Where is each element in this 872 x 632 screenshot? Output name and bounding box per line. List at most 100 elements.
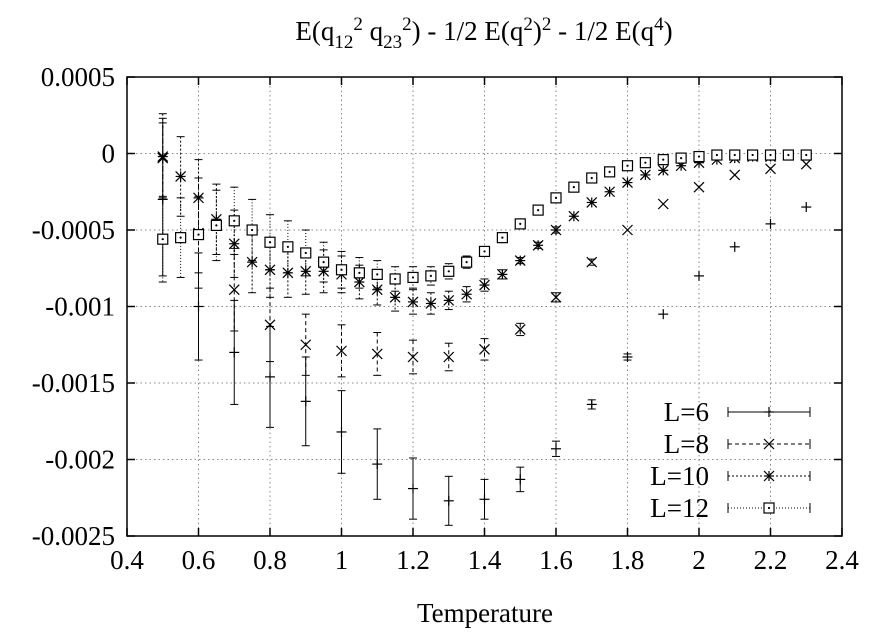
title-part-tail: - 1/2 E(q: [551, 16, 654, 46]
title-part-end: ): [664, 16, 673, 46]
point-marker: [604, 186, 616, 198]
point-marker: [590, 176, 593, 180]
point-marker: [318, 265, 330, 277]
point-marker: [657, 164, 669, 176]
point-marker: [233, 219, 236, 222]
point-marker: [304, 251, 307, 255]
title-sub-2: 23: [383, 32, 402, 53]
point-marker: [496, 268, 508, 280]
point-marker: [425, 298, 437, 309]
point-marker: [763, 470, 775, 482]
point-marker: [215, 224, 218, 227]
point-marker: [586, 256, 598, 268]
point-marker: [787, 153, 790, 157]
title-sup-5: 4: [654, 14, 664, 35]
point-marker: [622, 224, 633, 236]
point-marker: [228, 284, 240, 296]
point-marker: [376, 273, 379, 276]
x-axis-label: Temperature: [417, 598, 553, 628]
y-tick-label: 0: [102, 139, 116, 169]
point-marker: [693, 181, 705, 193]
point-marker: [479, 343, 490, 355]
point-marker: [336, 345, 347, 357]
point-marker: [429, 274, 432, 277]
point-marker: [465, 261, 468, 264]
point-marker: [197, 233, 200, 236]
point-marker: [532, 239, 544, 251]
point-marker: [264, 319, 276, 331]
point-marker: [483, 250, 486, 253]
x-tick-label: 1: [335, 545, 349, 575]
point-marker: [514, 255, 526, 267]
point-marker: [765, 163, 776, 175]
y-tick-label: -0.0015: [32, 368, 115, 398]
point-marker: [568, 210, 580, 222]
point-marker: [447, 270, 450, 273]
point-marker: [268, 241, 272, 244]
point-marker: [322, 261, 325, 264]
point-marker: [800, 158, 812, 170]
tick-layer: 0.4 0.6 0.8 1 1.2 1.4 1.6 1.8 2 2.2 2.4 0.0005 0 -0.0…: [32, 62, 860, 575]
y-tick-label: -0.002: [45, 445, 115, 475]
point-marker: [639, 169, 651, 181]
point-marker: [715, 153, 718, 157]
point-marker: [407, 351, 419, 363]
point-marker: [763, 438, 775, 450]
point-marker: [805, 153, 808, 157]
point-marker: [389, 291, 401, 303]
title-part-space: q: [363, 16, 384, 46]
point-marker: [662, 158, 665, 161]
x-tick-label: 2.2: [754, 545, 788, 575]
point-marker: [461, 288, 473, 300]
point-marker: [157, 151, 169, 162]
point-marker: [246, 256, 258, 268]
point-marker: [537, 209, 540, 212]
point-marker: [554, 196, 558, 199]
legend-label: L=6: [664, 397, 709, 427]
legend-label: L=8: [664, 429, 709, 459]
series-l12: [157, 149, 812, 292]
point-marker: [300, 265, 312, 277]
point-marker: [407, 296, 419, 308]
point-marker: [371, 284, 383, 296]
y-tick-label: -0.0005: [32, 215, 115, 245]
title-sub-1: 12: [334, 32, 353, 53]
point-marker: [572, 186, 575, 189]
point-marker: [729, 169, 741, 181]
series-l8: [157, 117, 812, 378]
point-marker: [519, 222, 522, 225]
point-marker: [644, 161, 647, 164]
legend-label: L=12: [650, 493, 709, 523]
x-tick-label: 2: [692, 545, 706, 575]
point-marker: [443, 294, 455, 306]
point-marker: [228, 238, 240, 250]
x-tick-label: 0.8: [253, 545, 287, 575]
grid-layer: [127, 77, 842, 536]
title-sup-3: 2: [523, 14, 533, 35]
point-marker: [175, 171, 187, 182]
y-tick-label: -0.0025: [32, 521, 115, 551]
point-marker: [501, 236, 504, 239]
point-marker: [394, 277, 397, 281]
point-marker: [608, 170, 611, 173]
x-tick-label: 0.4: [110, 545, 144, 575]
point-marker: [767, 506, 771, 510]
point-marker: [371, 348, 383, 360]
x-tick-label: 1.4: [468, 545, 502, 575]
point-marker: [626, 164, 629, 167]
point-marker: [411, 276, 415, 279]
series-l10: [157, 113, 812, 315]
point-marker: [443, 351, 455, 363]
point-marker: [340, 268, 343, 271]
point-marker: [550, 291, 562, 303]
point-marker: [769, 153, 772, 157]
title-part-mid2: ): [533, 16, 542, 46]
chart-title: E(q122 q232) - 1/2 E(q2)2 - 1/2 E(q4): [295, 14, 672, 53]
point-marker: [300, 339, 312, 351]
point-marker: [550, 224, 562, 236]
point-marker: [193, 192, 204, 204]
x-tick-label: 0.6: [182, 545, 216, 575]
x-tick-label: 2.4: [825, 545, 859, 575]
